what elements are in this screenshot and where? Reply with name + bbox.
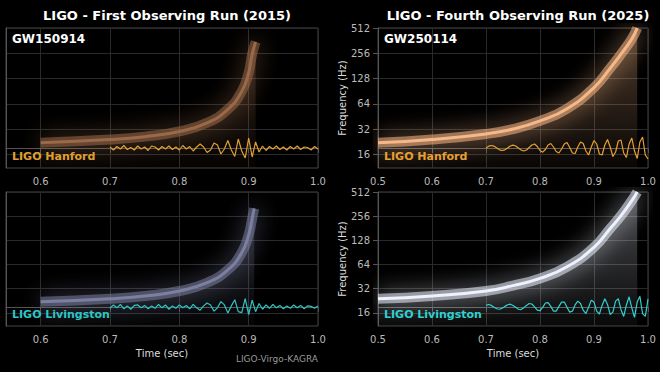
svg-text:GW250114: GW250114 bbox=[384, 32, 457, 46]
svg-text:512: 512 bbox=[351, 187, 370, 198]
svg-text:0.7: 0.7 bbox=[102, 334, 118, 345]
svg-text:0.8: 0.8 bbox=[532, 176, 548, 187]
svg-text:LIGO - First Observing Run (20: LIGO - First Observing Run (2015) bbox=[43, 8, 291, 23]
svg-text:LIGO Livingston: LIGO Livingston bbox=[384, 308, 482, 321]
svg-text:256: 256 bbox=[351, 211, 370, 222]
svg-text:0.9: 0.9 bbox=[241, 334, 257, 345]
svg-text:64: 64 bbox=[357, 259, 370, 270]
svg-text:Time (sec): Time (sec) bbox=[486, 348, 539, 359]
svg-text:0.6: 0.6 bbox=[33, 334, 49, 345]
svg-text:32: 32 bbox=[357, 283, 370, 294]
svg-text:0.8: 0.8 bbox=[532, 334, 548, 345]
svg-text:LIGO Livingston: LIGO Livingston bbox=[12, 308, 110, 321]
svg-text:LIGO-Virgo-KAGRA: LIGO-Virgo-KAGRA bbox=[236, 354, 319, 364]
svg-text:32: 32 bbox=[357, 124, 370, 135]
svg-text:0.6: 0.6 bbox=[424, 176, 440, 187]
svg-text:1.0: 1.0 bbox=[640, 334, 656, 345]
svg-text:GW150914: GW150914 bbox=[12, 32, 85, 46]
svg-text:0.7: 0.7 bbox=[478, 334, 494, 345]
svg-text:0.7: 0.7 bbox=[478, 176, 494, 187]
svg-text:0.6: 0.6 bbox=[33, 176, 49, 187]
svg-text:512: 512 bbox=[351, 23, 370, 34]
svg-text:0.5: 0.5 bbox=[370, 334, 386, 345]
svg-text:Frequency (Hz): Frequency (Hz) bbox=[337, 60, 348, 136]
svg-text:LIGO - Fourth Observing Run (2: LIGO - Fourth Observing Run (2025) bbox=[387, 8, 650, 23]
svg-text:128: 128 bbox=[351, 235, 370, 246]
svg-text:64: 64 bbox=[357, 98, 370, 109]
svg-text:LIGO Hanford: LIGO Hanford bbox=[384, 150, 467, 163]
svg-text:LIGO Hanford: LIGO Hanford bbox=[12, 150, 95, 163]
svg-text:0.5: 0.5 bbox=[370, 176, 386, 187]
svg-text:0.6: 0.6 bbox=[424, 334, 440, 345]
svg-text:0.8: 0.8 bbox=[171, 176, 187, 187]
svg-text:256: 256 bbox=[351, 48, 370, 59]
svg-text:0.9: 0.9 bbox=[241, 176, 257, 187]
svg-text:1.0: 1.0 bbox=[310, 334, 326, 345]
svg-text:0.7: 0.7 bbox=[102, 176, 118, 187]
svg-text:0.9: 0.9 bbox=[586, 176, 602, 187]
svg-text:Time (sec): Time (sec) bbox=[135, 348, 188, 359]
svg-text:1.0: 1.0 bbox=[310, 176, 326, 187]
svg-text:16: 16 bbox=[357, 307, 370, 318]
svg-text:128: 128 bbox=[351, 73, 370, 84]
svg-text:Frequency (Hz): Frequency (Hz) bbox=[337, 221, 348, 297]
svg-text:0.9: 0.9 bbox=[586, 334, 602, 345]
svg-text:16: 16 bbox=[357, 149, 370, 160]
svg-text:0.8: 0.8 bbox=[171, 334, 187, 345]
svg-text:1.0: 1.0 bbox=[640, 176, 656, 187]
